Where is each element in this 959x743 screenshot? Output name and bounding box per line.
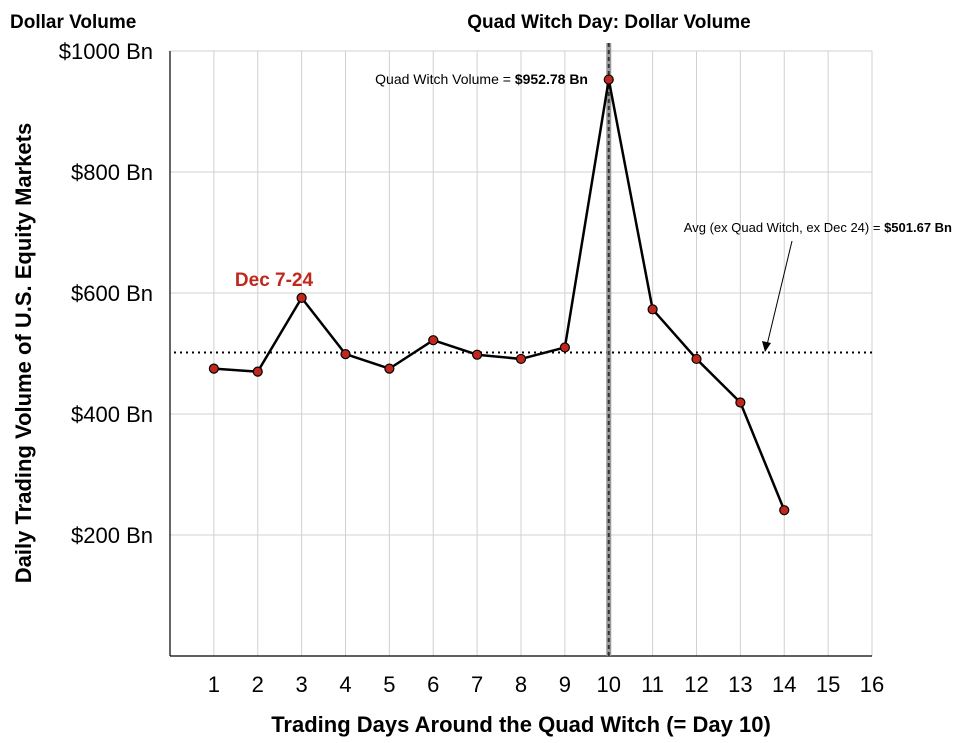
x-tick-label: 10 — [597, 672, 621, 697]
peak-annotation: Quad Witch Volume = $952.78 Bn — [375, 71, 588, 87]
data-point — [603, 74, 614, 85]
dec-7-24-callout: Dec 7-24 — [235, 270, 314, 291]
y-tick-label: $600 Bn — [71, 281, 153, 306]
y-tick-label: $800 Bn — [71, 160, 153, 185]
data-point — [735, 397, 746, 408]
y-axis-label: Daily Trading Volume of U.S. Equity Mark… — [11, 123, 36, 583]
volume-series-line — [213, 78, 786, 511]
x-tick-label: 11 — [641, 672, 664, 697]
data-point — [779, 505, 790, 516]
data-point — [691, 353, 702, 365]
x-tick-label: 5 — [383, 672, 395, 697]
data-point — [252, 366, 263, 377]
x-tick-label: 4 — [339, 672, 351, 697]
peak-annotation-value: $952.78 Bn — [515, 71, 588, 87]
tick-labels: 1 2 3 4 5 6 7 8 9 10 11 12 13 14 15 16$200 Bn$400 Bn$60… — [59, 39, 884, 697]
y-tick-label: $400 Bn — [71, 402, 153, 427]
x-tick-label: 14 — [772, 672, 796, 697]
data-point — [428, 335, 439, 346]
grid — [170, 50, 873, 656]
y-tick-label: $200 Bn — [71, 523, 153, 548]
data-point — [208, 363, 219, 374]
average-annotation-value: $501.67 Bn — [884, 220, 952, 235]
data-point — [515, 353, 527, 365]
data-point — [384, 363, 395, 374]
average-annotation-prefix: Avg (ex Quad Witch, ex Dec 24) = — [684, 220, 884, 235]
reference-lines — [174, 43, 872, 656]
x-tick-label: 12 — [684, 672, 708, 697]
x-tick-label: 7 — [471, 672, 483, 697]
x-tick-label: 13 — [728, 672, 752, 697]
x-tick-label: 8 — [515, 672, 527, 697]
data-point — [647, 304, 658, 315]
corner-title: Dollar Volume — [10, 12, 136, 33]
average-annotation-arrowhead — [762, 341, 771, 352]
data-point — [296, 292, 307, 303]
x-tick-label: 15 — [816, 672, 840, 697]
average-annotation: Avg (ex Quad Witch, ex Dec 24) = $501.67… — [684, 220, 952, 235]
x-tick-label: 9 — [559, 672, 571, 697]
x-axis-label: Trading Days Around the Quad Witch (= Da… — [271, 712, 771, 737]
data-point — [472, 349, 483, 360]
peak-annotation-prefix: Quad Witch Volume = — [375, 71, 515, 87]
y-tick-label: $1000 Bn — [59, 39, 153, 64]
x-tick-label: 3 — [296, 672, 308, 697]
x-tick-label: 16 — [860, 672, 884, 697]
data-point — [340, 349, 351, 360]
axes — [169, 51, 872, 657]
x-tick-label: 2 — [252, 672, 264, 697]
data-point — [559, 342, 570, 353]
series-layer — [208, 74, 790, 516]
average-annotation-arrow — [766, 240, 793, 346]
x-tick-label: 1 — [208, 672, 220, 697]
chart-title: Quad Witch Day: Dollar Volume — [467, 12, 750, 33]
x-tick-label: 6 — [427, 672, 439, 697]
